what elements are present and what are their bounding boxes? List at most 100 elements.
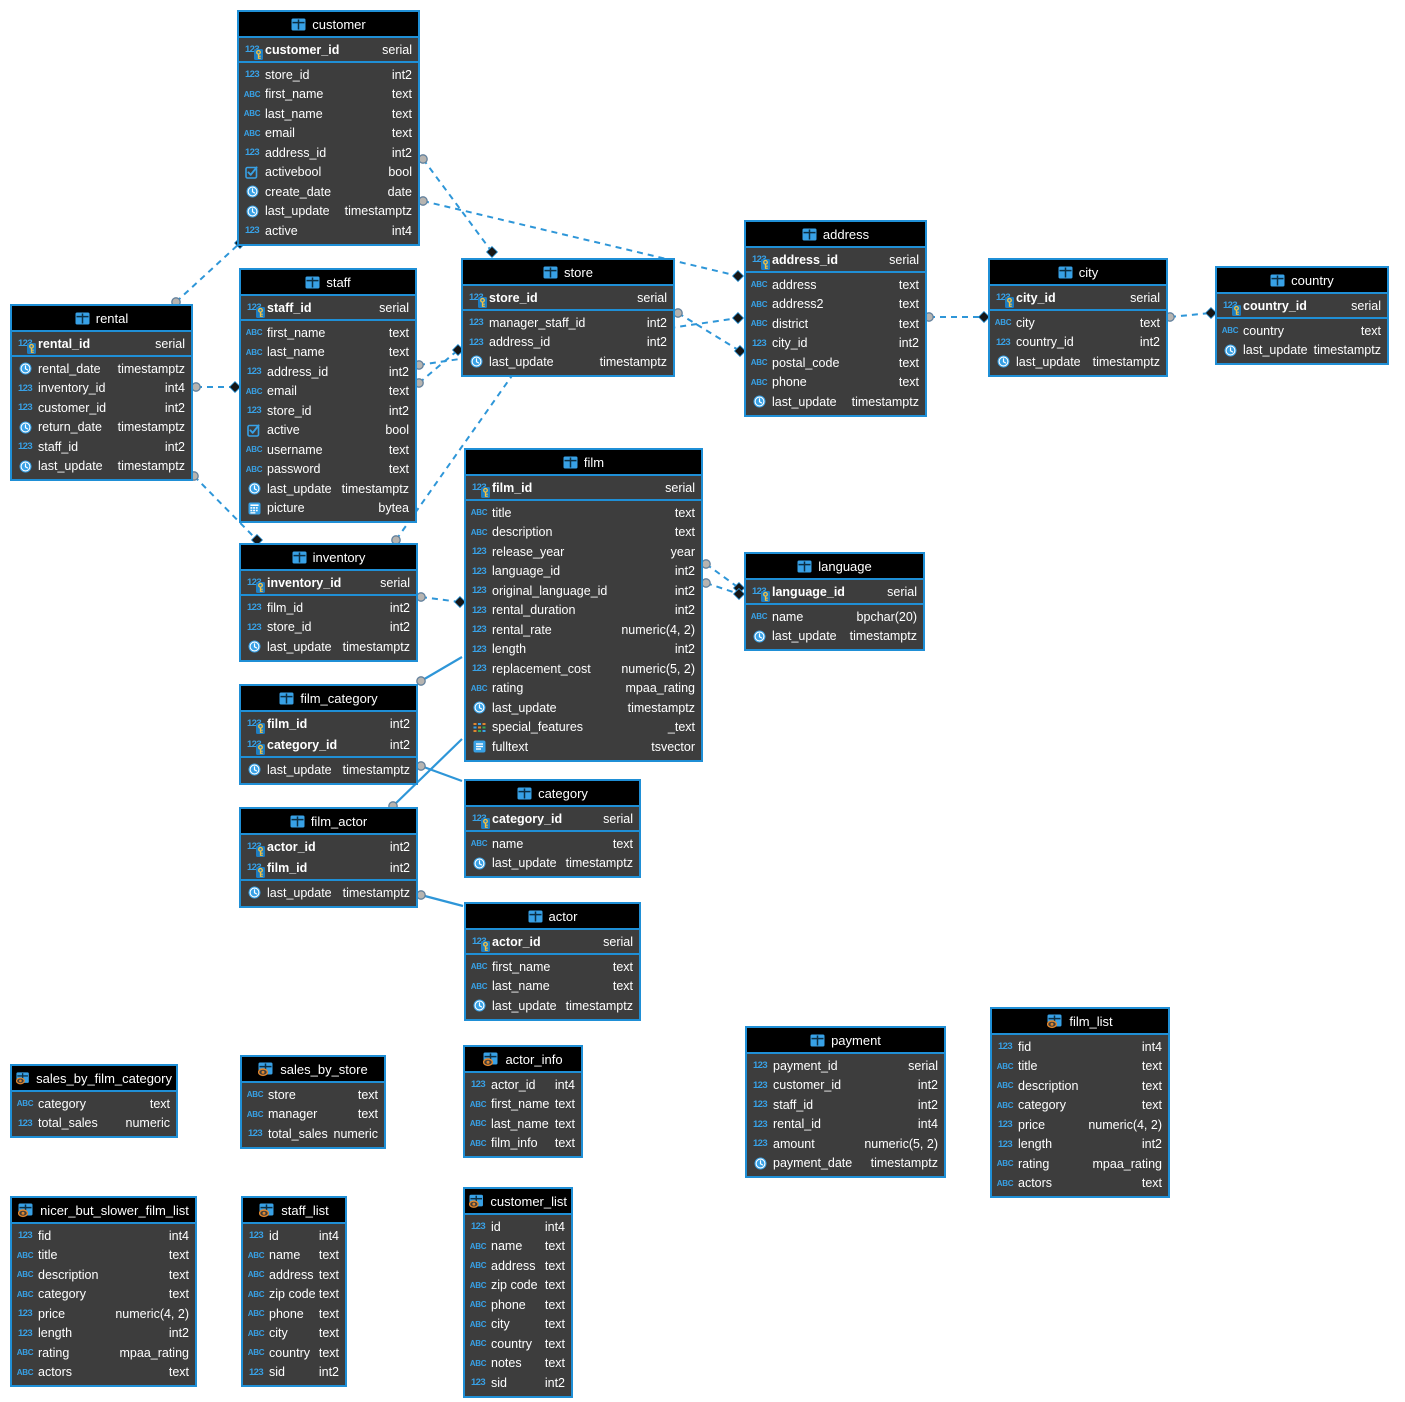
column-active[interactable]: active bool (241, 421, 415, 441)
table-film[interactable]: film 123 film_id serial ABC title text ABC descr… (464, 448, 703, 762)
column-fid[interactable]: 123 fid int4 (12, 1226, 195, 1246)
column-address_id[interactable]: 123 address_id int2 (239, 143, 418, 163)
column-notes[interactable]: ABC notes text (465, 1354, 571, 1374)
column-original_language_id[interactable]: 123 original_language_id int2 (466, 581, 701, 601)
column-customer_id[interactable]: 123 customer_id serial (239, 39, 418, 60)
column-description[interactable]: ABC description text (992, 1076, 1168, 1096)
column-film_id[interactable]: 123 film_id int2 (241, 598, 416, 618)
column-name[interactable]: ABC name text (465, 1237, 571, 1257)
column-fid[interactable]: 123 fid int4 (992, 1037, 1168, 1057)
table-header[interactable]: actor_info (465, 1047, 581, 1073)
column-name[interactable]: ABC name text (243, 1246, 345, 1266)
column-fulltext[interactable]: fulltext tsvector (466, 737, 701, 757)
relationship-line-film_category-film[interactable] (420, 656, 463, 682)
column-customer_id[interactable]: 123 customer_id int2 (12, 398, 191, 418)
column-city[interactable]: ABC city text (243, 1324, 345, 1344)
view-sales_by_store[interactable]: sales_by_store ABC store text ABC manager text… (240, 1055, 386, 1149)
column-first_name[interactable]: ABC first_name text (241, 323, 415, 343)
table-header[interactable]: rental (12, 306, 191, 332)
column-return_date[interactable]: return_date timestamptz (12, 418, 191, 438)
column-email[interactable]: ABC email text (239, 124, 418, 144)
column-inventory_id[interactable]: 123 inventory_id int4 (12, 379, 191, 399)
column-last_update[interactable]: last_update timestamptz (241, 637, 416, 657)
table-header[interactable]: country (1217, 268, 1387, 294)
column-city_id[interactable]: 123 city_id int2 (746, 334, 925, 354)
column-zip-code[interactable]: ABC zip code text (243, 1285, 345, 1305)
column-country_id[interactable]: 123 country_id int2 (990, 333, 1166, 353)
relationship-line-customer-store[interactable] (422, 158, 493, 253)
column-staff_id[interactable]: 123 staff_id serial (241, 297, 415, 318)
column-actors[interactable]: ABC actors text (992, 1174, 1168, 1194)
column-country[interactable]: ABC country text (1217, 321, 1387, 341)
column-address[interactable]: ABC address text (243, 1265, 345, 1285)
table-rental[interactable]: rental 123 rental_id serial rental_date times… (10, 304, 193, 481)
column-activebool[interactable]: activebool bool (239, 163, 418, 183)
relationship-line-film-language[interactable] (705, 582, 740, 595)
column-film_id[interactable]: 123 film_id int2 (241, 713, 416, 734)
relationship-line-film-language[interactable] (705, 563, 740, 589)
column-country_id[interactable]: 123 country_id serial (1217, 295, 1387, 316)
relationship-line-staff-store[interactable] (418, 349, 459, 384)
column-last_update[interactable]: last_update timestamptz (239, 202, 418, 222)
table-header[interactable]: address (746, 222, 925, 248)
table-header[interactable]: nicer_but_slower_film_list (12, 1198, 195, 1224)
relationship-line-customer-address[interactable] (422, 200, 739, 277)
column-rating[interactable]: ABC rating mpaa_rating (992, 1154, 1168, 1174)
column-description[interactable]: ABC description text (12, 1265, 195, 1285)
relationship-line-rental-customer[interactable] (175, 242, 241, 303)
column-phone[interactable]: ABC phone text (746, 373, 925, 393)
column-release_year[interactable]: 123 release_year year (466, 542, 701, 562)
view-sales_by_film_category[interactable]: sales_by_film_category ABC category text 123… (10, 1064, 178, 1138)
column-last_update[interactable]: last_update timestamptz (1217, 341, 1387, 361)
column-description[interactable]: ABC description text (466, 523, 701, 543)
table-inventory[interactable]: inventory 123 inventory_id serial 123 film_id… (239, 543, 418, 662)
relationship-line-rental-inventory[interactable] (193, 475, 258, 541)
column-address[interactable]: ABC address text (465, 1256, 571, 1276)
column-store_id[interactable]: 123 store_id int2 (241, 401, 415, 421)
column-address_id[interactable]: 123 address_id int2 (463, 333, 673, 353)
column-actor_id[interactable]: 123 actor_id int2 (241, 836, 416, 857)
column-email[interactable]: ABC email text (241, 382, 415, 402)
column-address_id[interactable]: 123 address_id serial (746, 249, 925, 270)
column-film_id[interactable]: 123 film_id int2 (241, 857, 416, 878)
column-price[interactable]: 123 price numeric(4, 2) (992, 1115, 1168, 1135)
column-length[interactable]: 123 length int2 (992, 1135, 1168, 1155)
column-rental_date[interactable]: rental_date timestamptz (12, 359, 191, 379)
column-store[interactable]: ABC store text (242, 1085, 384, 1105)
column-address2[interactable]: ABC address2 text (746, 295, 925, 315)
column-actor_id[interactable]: 123 actor_id int4 (465, 1075, 581, 1095)
column-rental_id[interactable]: 123 rental_id serial (12, 333, 191, 354)
column-first_name[interactable]: ABC first_name text (239, 85, 418, 105)
table-header[interactable]: staff_list (243, 1198, 345, 1224)
table-header[interactable]: film_category (241, 686, 416, 712)
column-first_name[interactable]: ABC first_name text (466, 957, 639, 977)
column-category_id[interactable]: 123 category_id int2 (241, 734, 416, 755)
table-header[interactable]: film_list (992, 1009, 1168, 1035)
table-city[interactable]: city 123 city_id serial ABC city text 123 countr… (988, 258, 1168, 377)
column-category[interactable]: ABC category text (12, 1094, 176, 1114)
column-zip-code[interactable]: ABC zip code text (465, 1276, 571, 1296)
relationship-line-store-address[interactable] (677, 312, 741, 352)
column-title[interactable]: ABC title text (992, 1057, 1168, 1077)
column-staff_id[interactable]: 123 staff_id int2 (747, 1095, 944, 1115)
column-city_id[interactable]: 123 city_id serial (990, 287, 1166, 308)
table-header[interactable]: language (746, 554, 923, 580)
column-last_update[interactable]: last_update timestamptz (466, 698, 701, 718)
table-film_actor[interactable]: film_actor 123 actor_id int2 123 film_id int2 l… (239, 807, 418, 908)
column-last_update[interactable]: last_update timestamptz (990, 352, 1166, 372)
column-last_update[interactable]: last_update timestamptz (241, 479, 415, 499)
relationship-line-city-country[interactable] (1169, 312, 1212, 318)
column-manager_staff_id[interactable]: 123 manager_staff_id int2 (463, 313, 673, 333)
column-country[interactable]: ABC country text (465, 1334, 571, 1354)
table-language[interactable]: language 123 language_id serial ABC name bpcha… (744, 552, 925, 651)
column-id[interactable]: 123 id int4 (465, 1217, 571, 1237)
column-phone[interactable]: ABC phone text (243, 1304, 345, 1324)
column-rating[interactable]: ABC rating mpaa_rating (12, 1343, 195, 1363)
table-header[interactable]: category (466, 781, 639, 807)
column-first_name[interactable]: ABC first_name text (465, 1095, 581, 1115)
column-address_id[interactable]: 123 address_id int2 (241, 362, 415, 382)
column-customer_id[interactable]: 123 customer_id int2 (747, 1076, 944, 1096)
column-title[interactable]: ABC title text (466, 503, 701, 523)
column-city[interactable]: ABC city text (990, 313, 1166, 333)
